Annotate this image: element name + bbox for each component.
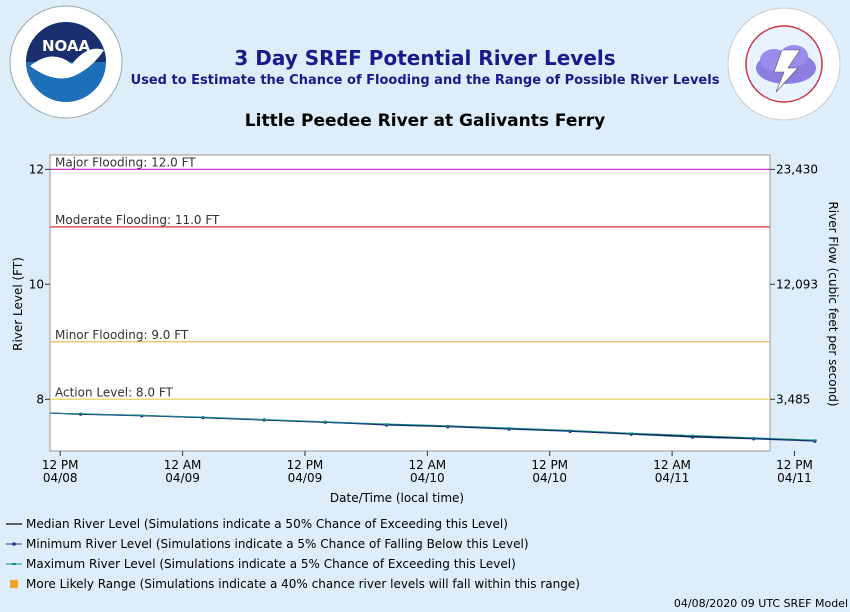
series-line-2 [49,412,815,441]
x-tick-date: 04/09 [165,471,200,485]
legend-swatch-range [10,580,18,588]
y2-axis-label: River Flow (cubic feet per second) [826,201,840,406]
y-tick-label: 8 [36,392,44,406]
x-tick-date: 04/11 [655,471,690,485]
y-axis-label: River Level (FT) [11,257,25,351]
x-tick-date: 04/08 [43,471,78,485]
x-tick-date: 04/09 [288,471,323,485]
legend-label: More Likely Range (Simulations indicate … [26,577,580,591]
nws-logo [727,7,841,121]
series-point-1 [690,435,695,439]
legend-item-range: More Likely Range (Simulations indicate … [6,575,580,593]
x-tick-date: 04/11 [777,471,812,485]
model-run-label: 04/08/2020 09 UTC SREF Model [673,597,848,610]
x-axis-label: Date/Time (local time) [330,491,464,505]
series-layer [49,412,817,443]
legend-item-minimum: Minimum River Level (Simulations indicat… [6,535,529,553]
x-tick-time: 12 PM [776,458,813,472]
location-title: Little Peedee River at Galivants Ferry [244,111,606,131]
y2-tick-label: 12,093 [776,277,818,291]
legend-line-maximum [6,563,22,565]
y2-tick-label: 3,485 [776,392,810,406]
x-tick-time: 12 AM [653,458,691,472]
y-tick-label: 12 [29,162,44,176]
threshold-label: Moderate Flooding: 11.0 FT [55,213,220,227]
legend-label: Median River Level (Simulations indicate… [26,517,508,531]
x-tick-time: 12 AM [409,458,447,472]
chart-title: 3 Day SREF Potential River Levels [234,46,616,70]
x-tick-time: 12 PM [42,458,79,472]
x-tick-time: 12 PM [531,458,568,472]
noaa-logo-text: NOAA [42,37,91,55]
x-tick-time: 12 PM [287,458,324,472]
threshold-layer: Major Flooding: 12.0 FT Moderate Flooding… [50,155,770,400]
plot-area [49,154,771,452]
series-line-1 [49,412,815,442]
legend-item-median: Median River Level (Simulations indicate… [6,515,508,533]
chart-subtitle: Used to Estimate the Chance of Flooding … [130,73,720,88]
x-tick-date: 04/10 [410,471,445,485]
legend-label: Minimum River Level (Simulations indicat… [26,537,529,551]
x-tick-time: 12 AM [164,458,202,472]
legend-label: Maximum River Level (Simulations indicat… [26,557,516,571]
y-tick-label: 10 [29,277,44,291]
threshold-label: Action Level: 8.0 FT [55,385,174,399]
legend-item-maximum: Maximum River Level (Simulations indicat… [6,555,516,573]
y2-tick-label: 23,430 [776,162,818,176]
threshold-label: Major Flooding: 12.0 FT [55,155,196,169]
threshold-label: Minor Flooding: 9.0 FT [55,328,189,342]
noaa-logo: NOAA [9,5,123,119]
legend-line-minimum [6,542,22,546]
x-tick-date: 04/10 [532,471,567,485]
legend-line-median [6,523,22,525]
